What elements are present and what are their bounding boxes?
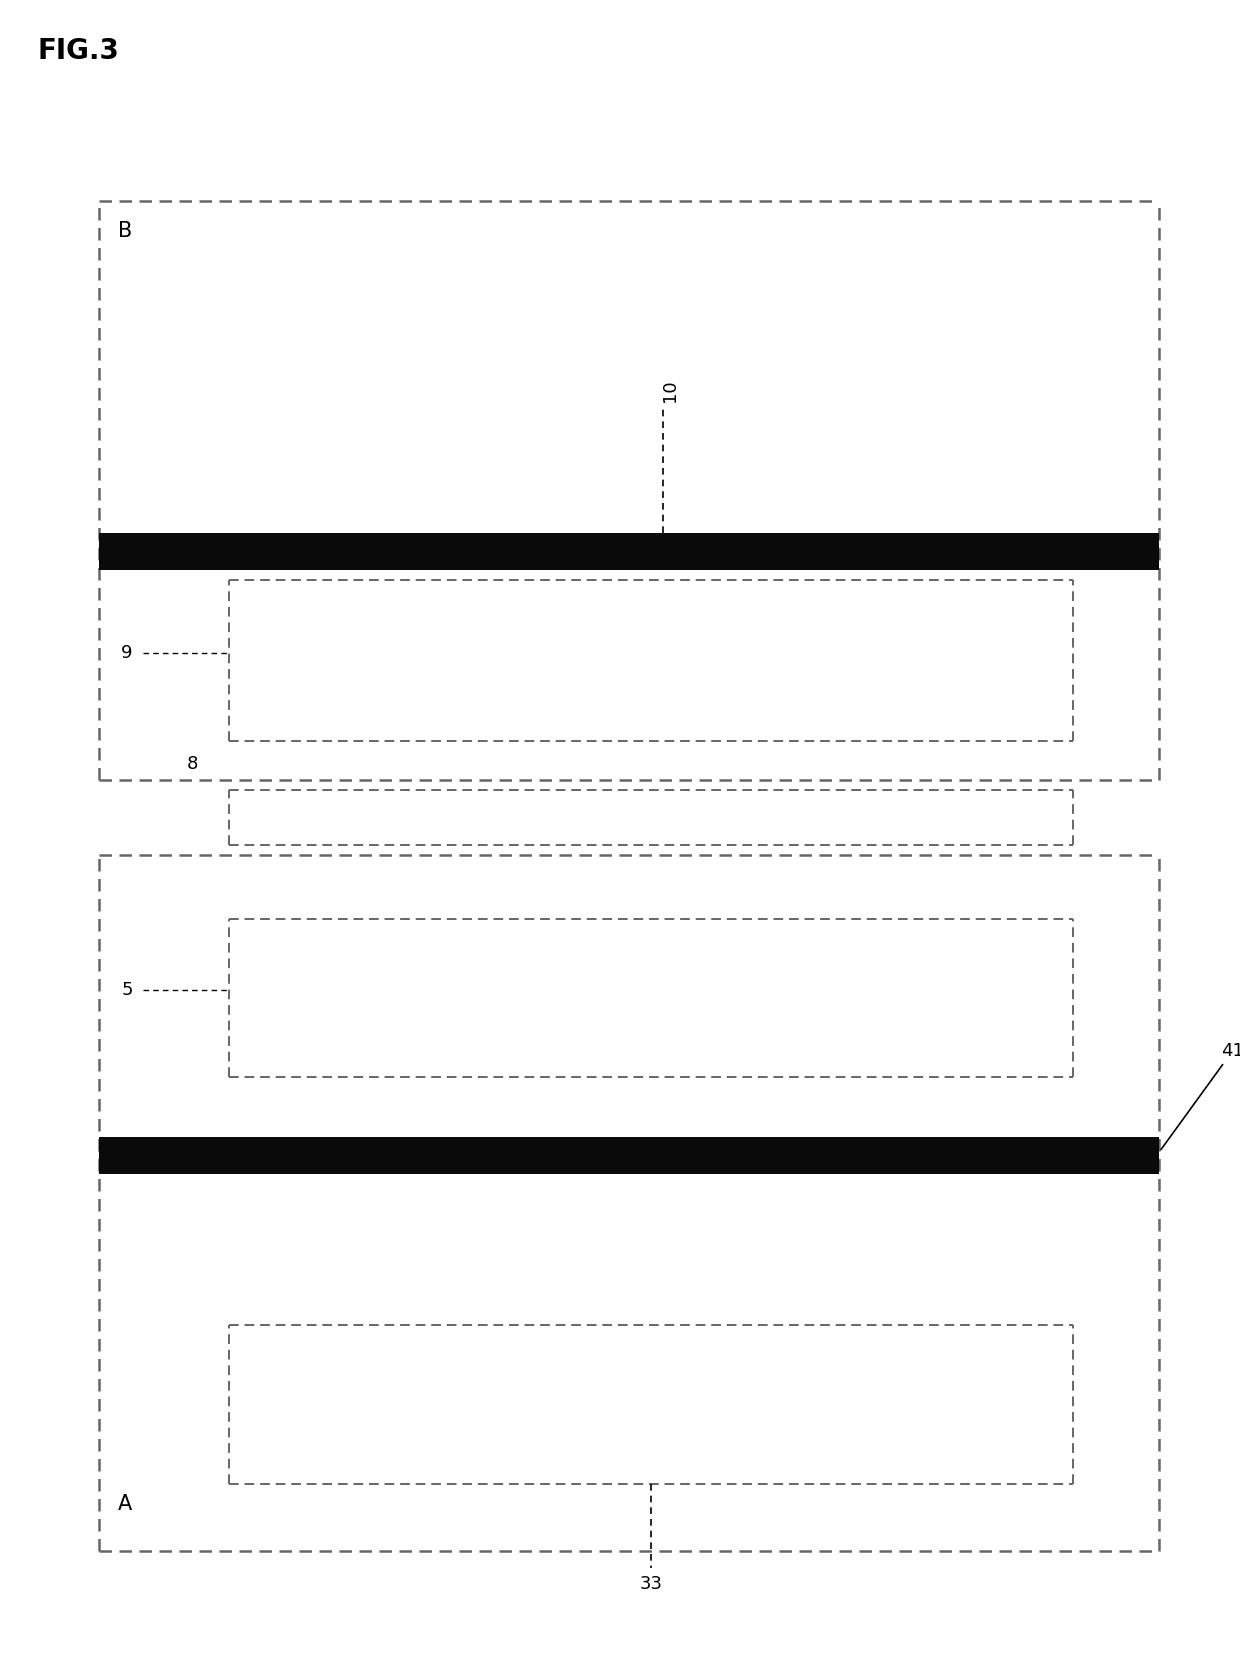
Bar: [229, 790, 1073, 845]
Text: 33: 33: [640, 1575, 662, 1593]
Text: 5: 5: [122, 981, 133, 999]
Bar: [99, 201, 1159, 780]
Bar: [229, 919, 1073, 1077]
Bar: [229, 1325, 1073, 1484]
Text: 10: 10: [661, 381, 678, 402]
Text: 41: 41: [1161, 1041, 1240, 1149]
Text: 9: 9: [122, 644, 133, 662]
Text: A: A: [118, 1494, 131, 1514]
Text: FIG.3: FIG.3: [37, 37, 119, 65]
Bar: [229, 580, 1073, 741]
Bar: [99, 1137, 1159, 1174]
Bar: [99, 855, 1159, 1551]
Text: 8: 8: [187, 755, 198, 773]
Bar: [99, 533, 1159, 570]
Text: B: B: [118, 221, 131, 241]
